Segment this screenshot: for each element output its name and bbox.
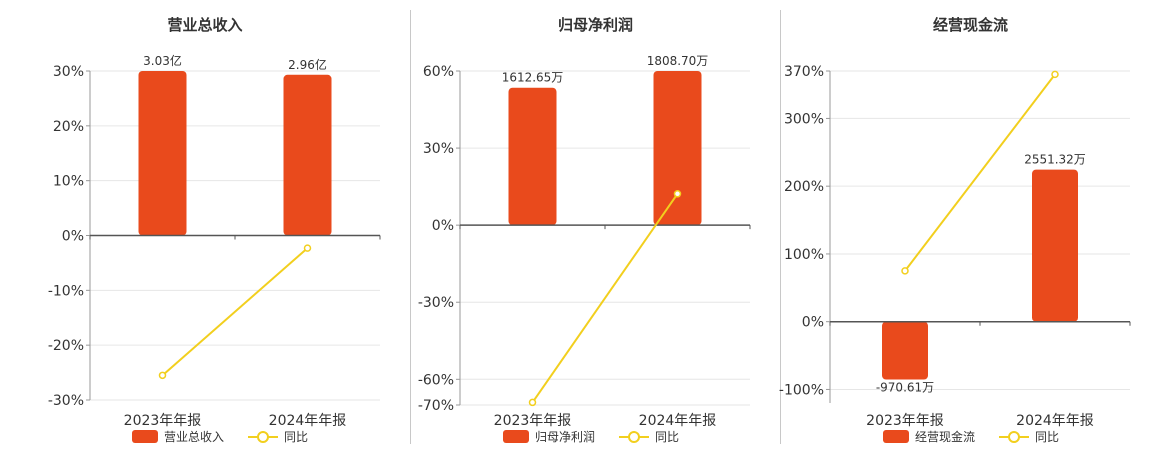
legend-bar-label: 营业总收入	[164, 430, 225, 444]
yoy-line	[531, 193, 679, 404]
y-tick-label: -100%	[779, 382, 824, 398]
chart-panel-cash-flow: 经营现金流 370% 300% 200% 100% 0% -100% -970.61万 255…	[779, 0, 1160, 450]
bar-data-label: -970.61万	[876, 381, 934, 395]
legend-bar-label: 归母净利润	[535, 430, 596, 444]
panel-divider	[780, 10, 781, 444]
y-tick-label: 0%	[432, 218, 454, 234]
x-tick-label: 2023年年报	[866, 413, 944, 429]
legend-bar-swatch	[132, 430, 158, 443]
y-tick-label: -60%	[418, 372, 454, 388]
panel-divider	[410, 10, 411, 444]
legend: 营业总收入 同比	[132, 428, 308, 445]
yoy-point	[901, 267, 909, 275]
y-tick-label: 20%	[53, 119, 84, 135]
x-tick-label: 2023年年报	[124, 413, 202, 429]
y-tick-label: 60%	[423, 64, 454, 80]
yoy-point	[528, 398, 537, 407]
x-tick-label: 2023年年报	[494, 413, 572, 429]
bar	[653, 71, 702, 226]
bar-data-label: 1612.65万	[502, 71, 564, 85]
y-tick-label: 300%	[784, 111, 824, 127]
legend-line-swatch	[248, 430, 279, 443]
y-tick-label: 30%	[423, 141, 454, 157]
yoy-line	[161, 247, 309, 377]
y-tick-label: 370%	[784, 64, 824, 80]
bar	[1032, 169, 1078, 322]
bar	[283, 74, 332, 236]
chart-title: 归母净利润	[557, 16, 633, 34]
yoy-point	[673, 190, 682, 198]
y-tick-label: 30%	[53, 64, 84, 80]
y-tick-label: -30%	[48, 393, 84, 409]
legend-bar-swatch	[503, 430, 529, 443]
x-tick-label: 2024年年报	[1016, 413, 1094, 429]
y-tick-label: 0%	[802, 315, 824, 331]
legend-line-label: 同比	[655, 430, 680, 444]
x-tick-label: 2024年年报	[269, 413, 347, 429]
yoy-point	[158, 371, 167, 380]
chart-panel-net-profit: 归母净利润 60% 30% 0% -30% -60% -70% 1612.65万 1808.7…	[411, 0, 780, 450]
bar	[882, 321, 928, 380]
chart-svg-net-profit: 60% 30% 0% -30% -60% -70% 1612.65万 1808.70万 2023…	[418, 54, 751, 429]
chart-title: 经营现金流	[932, 16, 1008, 34]
legend-bar-swatch	[883, 430, 909, 443]
bar-data-label: 2.96亿	[288, 57, 327, 72]
y-tick-label: -30%	[418, 295, 454, 311]
chart-svg-cash-flow: 370% 300% 200% 100% 0% -100% -970.61万 2551.32万 2…	[779, 64, 1131, 429]
yoy-line	[904, 73, 1056, 272]
legend: 经营现金流 同比	[883, 428, 1059, 445]
y-tick-label: -10%	[48, 283, 84, 299]
y-tick-label: -20%	[48, 338, 84, 354]
bar	[138, 71, 187, 236]
bar	[508, 87, 557, 226]
legend-bar-label: 经营现金流	[915, 430, 976, 444]
y-tick-label: 200%	[784, 179, 824, 195]
x-tick-label: 2024年年报	[639, 413, 717, 429]
yoy-point	[1051, 70, 1059, 79]
legend-line-label: 同比	[284, 430, 309, 444]
bar-data-label: 2551.32万	[1024, 153, 1086, 167]
y-tick-label: 10%	[53, 174, 84, 190]
yoy-point	[303, 244, 312, 252]
chart-panel-revenue: 营业总收入 30% 20% 10% 0% -10% -20% -30% 3.03亿 2.96亿 2…	[0, 0, 410, 450]
legend-line-label: 同比	[1035, 430, 1060, 444]
bar-data-label: 1808.70万	[647, 54, 709, 68]
y-tick-label: -70%	[418, 398, 454, 414]
y-tick-label: 100%	[784, 247, 824, 263]
legend-line-swatch	[999, 430, 1030, 443]
y-tick-label: 0%	[62, 229, 84, 245]
legend-line-swatch	[619, 430, 650, 443]
bar-data-label: 3.03亿	[143, 53, 182, 68]
chart-svg-revenue: 30% 20% 10% 0% -10% -20% -30% 3.03亿 2.96亿 2023年年报…	[48, 53, 381, 429]
legend: 归母净利润 同比	[503, 428, 679, 445]
chart-title: 营业总收入	[167, 16, 243, 34]
